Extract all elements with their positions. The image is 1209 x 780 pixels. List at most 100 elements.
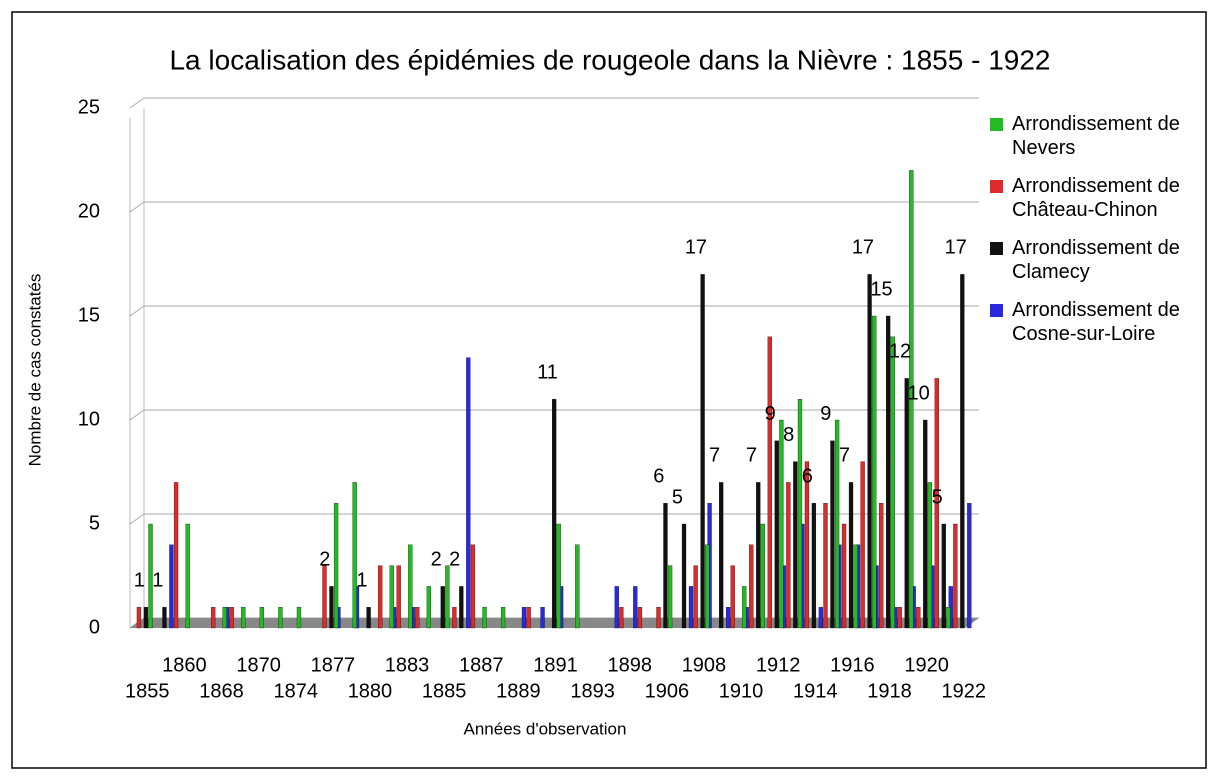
y-tick-label: 10 (78, 408, 100, 430)
bar (797, 399, 803, 629)
x-tick-label: 1914 (793, 680, 838, 702)
bar (663, 503, 668, 629)
legend-swatch (990, 242, 1003, 255)
bar (452, 607, 457, 629)
legend-item: Arrondissement de Nevers (988, 112, 1188, 160)
bar (389, 565, 394, 629)
bar (521, 607, 527, 629)
bar (725, 607, 731, 629)
bar (853, 544, 858, 629)
data-label: 7 (746, 445, 757, 467)
data-label: 1 (134, 569, 145, 591)
bar (396, 565, 401, 629)
x-tick-label: 1893 (570, 680, 615, 702)
x-tick-label: 1922 (941, 680, 986, 702)
bar (909, 170, 914, 629)
bar (637, 607, 643, 629)
bar (818, 607, 824, 629)
x-tick-label: 1874 (273, 680, 318, 702)
bar (656, 607, 661, 629)
bar (700, 274, 705, 629)
y-tick-label: 5 (89, 512, 100, 534)
bar (867, 274, 872, 629)
x-tick-label: 1885 (422, 680, 467, 702)
bar (426, 586, 431, 629)
bar (886, 315, 891, 629)
x-tick-label: 1910 (719, 680, 764, 702)
bar (378, 565, 383, 629)
bar (897, 607, 902, 629)
bar (967, 503, 972, 629)
bar (466, 357, 471, 629)
x-tick-label: 1906 (645, 680, 690, 702)
bar (705, 544, 710, 629)
bar (946, 607, 951, 629)
bar (774, 440, 779, 629)
data-label: 17 (945, 237, 967, 259)
legend: Arrondissement de Nevers Arrondissement d… (988, 112, 1188, 360)
data-label: 9 (820, 403, 831, 425)
x-tick-label: 1880 (348, 680, 393, 702)
data-label: 1 (152, 569, 163, 591)
grid-line (129, 513, 145, 525)
bar (459, 586, 464, 629)
bar (848, 482, 854, 629)
data-label: 2 (431, 549, 442, 571)
frame (11, 11, 1207, 769)
bar (879, 503, 884, 629)
bar (173, 482, 179, 629)
y-axis-title: Nombre de cas constatés (25, 274, 44, 467)
bar (259, 607, 264, 629)
bar (916, 607, 921, 629)
x-axis-title: Années d'observation (464, 719, 627, 738)
bar (408, 544, 413, 629)
bar (693, 565, 698, 629)
data-label: 8 (783, 424, 794, 446)
bar (366, 607, 371, 629)
bar (500, 607, 506, 629)
bar (860, 461, 865, 629)
bar (742, 586, 747, 629)
bar (779, 419, 784, 629)
bar (811, 503, 817, 629)
bar (890, 336, 895, 629)
bar (730, 565, 735, 629)
bar (278, 607, 283, 629)
bar (229, 607, 234, 629)
bar (872, 315, 877, 629)
bar (333, 503, 339, 629)
x-tick-label: 1920 (904, 654, 949, 676)
bar (352, 482, 357, 629)
data-label: 15 (870, 278, 892, 300)
bar (960, 274, 965, 629)
x-tick-label: 1889 (496, 680, 541, 702)
bar (619, 607, 624, 629)
x-tick-label: 1898 (607, 654, 652, 676)
bar (830, 440, 835, 629)
legend-item: Arrondissement de Clamecy (988, 236, 1188, 284)
data-label: 17 (852, 237, 874, 259)
bar (169, 544, 174, 629)
bar (804, 461, 810, 629)
bar (552, 399, 557, 629)
bar (415, 607, 420, 629)
bar (540, 607, 545, 629)
x-tick-label: 1918 (867, 680, 912, 702)
bar (719, 482, 724, 629)
x-tick-label: 1860 (162, 654, 207, 676)
bar (329, 586, 334, 629)
bar (934, 378, 939, 629)
bar (162, 607, 167, 629)
x-tick-label: 1916 (830, 654, 875, 676)
bar (143, 607, 149, 629)
bar (953, 523, 958, 629)
x-tick-label: 1868 (199, 680, 244, 702)
x-tick-label: 1887 (459, 654, 504, 676)
bar (526, 607, 531, 629)
bar (185, 523, 190, 629)
bar (823, 503, 828, 629)
bar (136, 607, 142, 629)
bar (322, 565, 327, 629)
